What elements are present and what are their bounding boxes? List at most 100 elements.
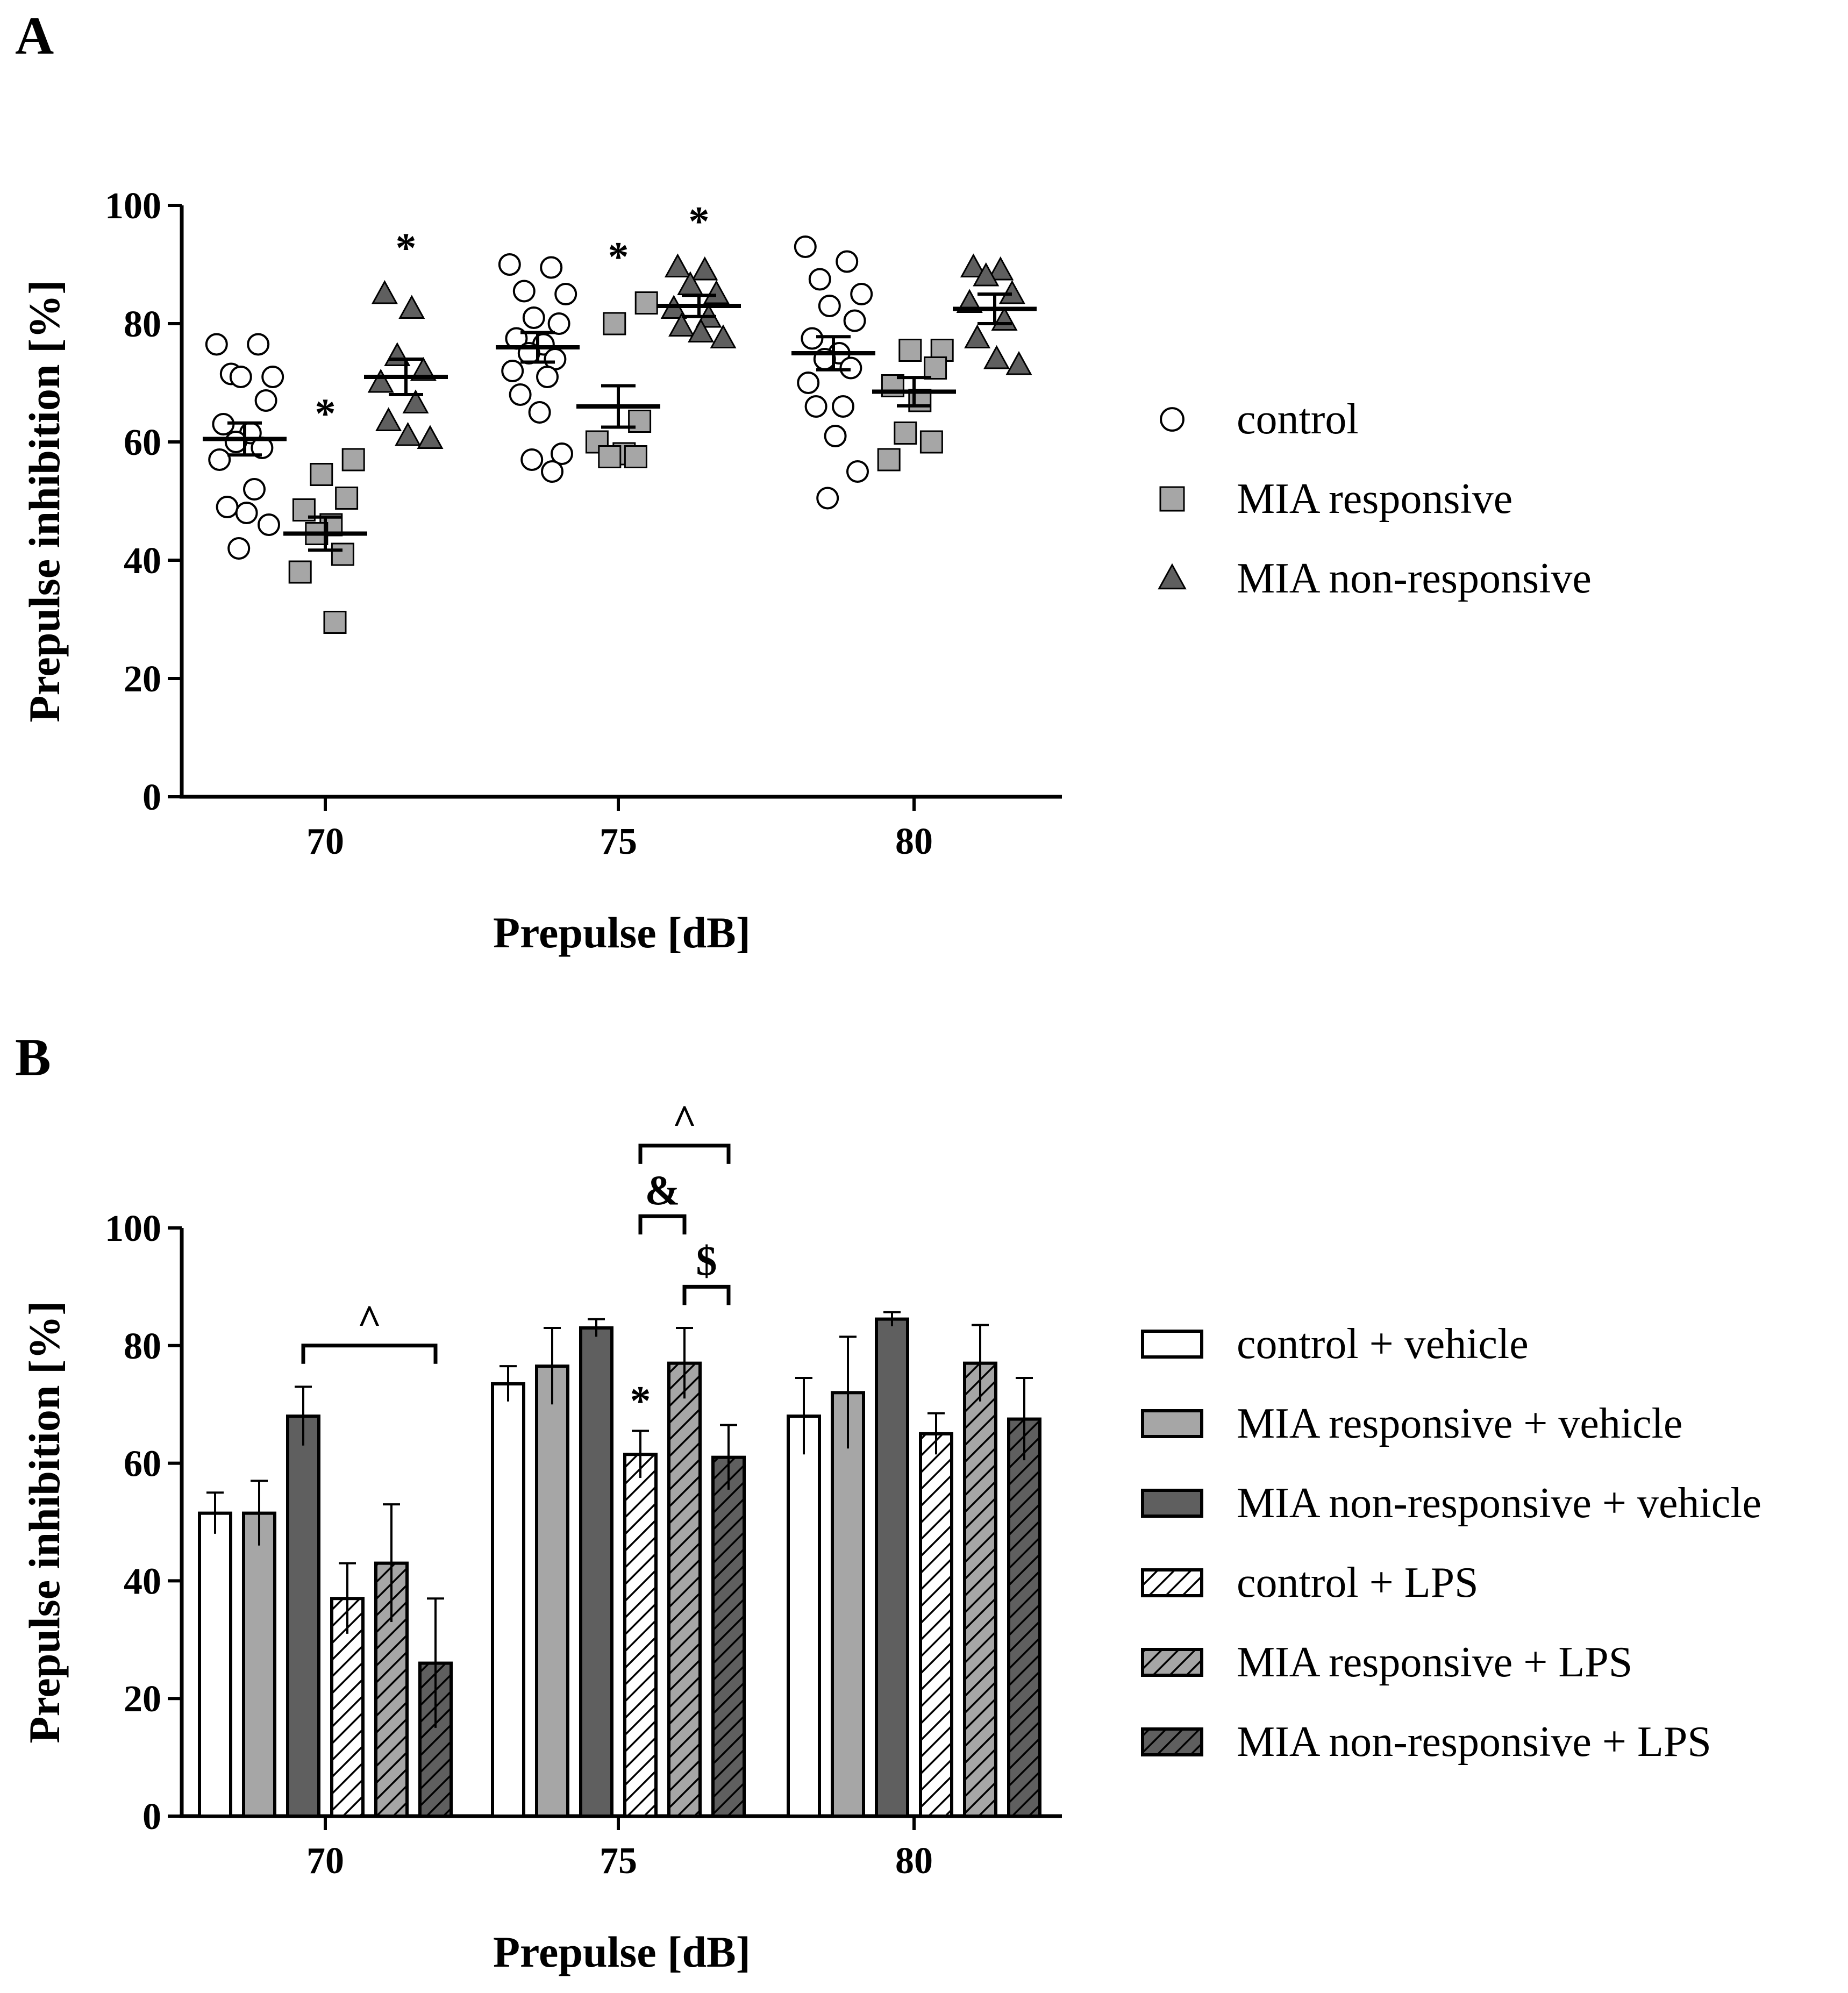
data-point-circle bbox=[512, 280, 536, 303]
data-point-circle bbox=[836, 250, 859, 273]
data-point-circle bbox=[205, 333, 228, 356]
data-point-triangle bbox=[987, 256, 1014, 281]
data-point-circle bbox=[501, 360, 524, 382]
data-point-circle bbox=[243, 478, 266, 501]
data-point-triangle bbox=[668, 312, 695, 337]
data-point-circle bbox=[522, 306, 545, 329]
bar bbox=[667, 1361, 702, 1818]
comparison-bracket bbox=[301, 1344, 438, 1364]
data-point-square bbox=[1159, 486, 1185, 512]
panel-a-scatter-chart: 0 20 40 60 80 100 70 75 80 Prepulse [dB] Prepulse … bbox=[20, 185, 1592, 957]
data-point-circle bbox=[794, 235, 817, 258]
data-point-circle bbox=[824, 425, 847, 447]
data-point-triangle bbox=[964, 324, 991, 348]
data-point-triangle bbox=[688, 318, 715, 342]
bar bbox=[286, 1415, 320, 1818]
data-point-circle bbox=[804, 395, 827, 418]
legend-label: MIA non-responsive bbox=[1237, 555, 1592, 602]
x-axis-title: Prepulse [dB] bbox=[493, 908, 751, 957]
data-point-square bbox=[603, 312, 626, 335]
bar bbox=[535, 1365, 569, 1818]
data-point-triangle bbox=[960, 253, 987, 277]
legend-swatch bbox=[1141, 1568, 1203, 1597]
data-point-square bbox=[288, 560, 312, 584]
bar bbox=[963, 1361, 997, 1818]
bar bbox=[875, 1317, 909, 1818]
legend-label: control + vehicle bbox=[1237, 1320, 1529, 1368]
data-point-triangle bbox=[417, 425, 444, 449]
y-tick-label: 60 bbox=[124, 422, 161, 463]
x-tick-label: 75 bbox=[600, 1840, 637, 1882]
data-point-square bbox=[894, 422, 917, 445]
data-point-square bbox=[898, 339, 922, 362]
comparison-bracket bbox=[638, 1214, 687, 1235]
bar bbox=[330, 1597, 365, 1818]
data-point-circle bbox=[554, 283, 577, 305]
bar bbox=[831, 1391, 865, 1818]
y-tick-label: 80 bbox=[124, 1326, 161, 1367]
panel-b-bar-chart: 0 20 40 60 80 100 70 75 80 Prepulse [dB] Prepulse … bbox=[20, 1096, 1761, 1976]
data-point-square bbox=[335, 487, 359, 510]
data-point-circle bbox=[247, 333, 270, 356]
significance-asterisk: * bbox=[315, 390, 336, 437]
data-point-square bbox=[624, 445, 647, 468]
significance-asterisk: * bbox=[608, 233, 629, 280]
data-point-circle bbox=[528, 401, 551, 424]
data-point-circle bbox=[261, 366, 284, 388]
legend-swatch bbox=[1141, 1489, 1203, 1518]
data-point-square bbox=[598, 445, 622, 468]
data-point-square bbox=[323, 611, 347, 634]
data-point-triangle bbox=[1005, 351, 1032, 375]
bar bbox=[711, 1455, 746, 1818]
comparison-bracket bbox=[682, 1284, 731, 1305]
data-point-circle bbox=[846, 460, 869, 483]
bar bbox=[787, 1415, 821, 1818]
data-point-triangle bbox=[710, 324, 737, 348]
data-point-circle bbox=[254, 389, 277, 412]
comparison-symbol: ^ bbox=[357, 1296, 381, 1343]
data-point-circle bbox=[498, 253, 521, 276]
data-point-circle bbox=[801, 327, 824, 350]
x-tick-label: 80 bbox=[895, 1840, 933, 1882]
x-axis-title: Prepulse [dB] bbox=[493, 1927, 751, 1976]
legend-swatch bbox=[1141, 1727, 1203, 1756]
bar bbox=[491, 1382, 525, 1818]
data-point-circle bbox=[1160, 407, 1185, 432]
data-point-circle bbox=[509, 383, 532, 406]
data-point-circle bbox=[808, 268, 831, 291]
bar bbox=[1007, 1417, 1041, 1818]
comparison-symbol: & bbox=[645, 1167, 680, 1213]
data-point-square bbox=[341, 448, 365, 472]
legend-label: MIA non-responsive + vehicle bbox=[1237, 1480, 1761, 1527]
comparison-symbol: ^ bbox=[672, 1096, 696, 1143]
y-tick-label: 40 bbox=[124, 1561, 161, 1602]
legend-label: MIA responsive + LPS bbox=[1237, 1639, 1632, 1686]
y-axis-title: Prepulse inhibition [%] bbox=[20, 1301, 69, 1743]
x-tick-label: 70 bbox=[306, 821, 344, 862]
data-point-triangle bbox=[664, 253, 691, 277]
data-point-square bbox=[331, 542, 354, 566]
bar bbox=[579, 1326, 613, 1818]
bar bbox=[198, 1511, 232, 1818]
bar bbox=[623, 1453, 658, 1818]
y-tick-label: 0 bbox=[142, 777, 161, 818]
data-point-triangle bbox=[375, 407, 402, 431]
data-point-circle bbox=[547, 312, 570, 335]
data-point-triangle bbox=[1158, 563, 1187, 590]
y-tick-label: 100 bbox=[105, 185, 161, 227]
data-point-circle bbox=[818, 295, 841, 317]
data-point-circle bbox=[797, 372, 820, 394]
data-point-square bbox=[877, 448, 901, 472]
significance-asterisk: * bbox=[630, 1377, 651, 1424]
data-point-square bbox=[919, 430, 943, 454]
data-point-circle bbox=[208, 448, 231, 471]
data-point-circle bbox=[216, 496, 239, 518]
panel-a-label: A bbox=[15, 6, 54, 66]
data-point-circle bbox=[520, 448, 544, 471]
bar bbox=[919, 1432, 953, 1818]
legend-label: control bbox=[1237, 396, 1359, 443]
legend-label: control + LPS bbox=[1237, 1559, 1479, 1606]
data-point-circle bbox=[227, 537, 251, 560]
data-point-circle bbox=[832, 395, 854, 418]
